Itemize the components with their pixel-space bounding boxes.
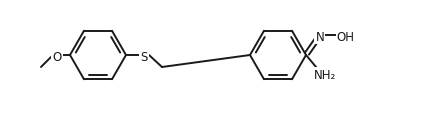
Text: OH: OH <box>337 31 355 44</box>
Text: NH₂: NH₂ <box>314 69 337 82</box>
Text: S: S <box>140 51 148 63</box>
Text: O: O <box>52 51 62 63</box>
Text: N: N <box>315 31 324 44</box>
